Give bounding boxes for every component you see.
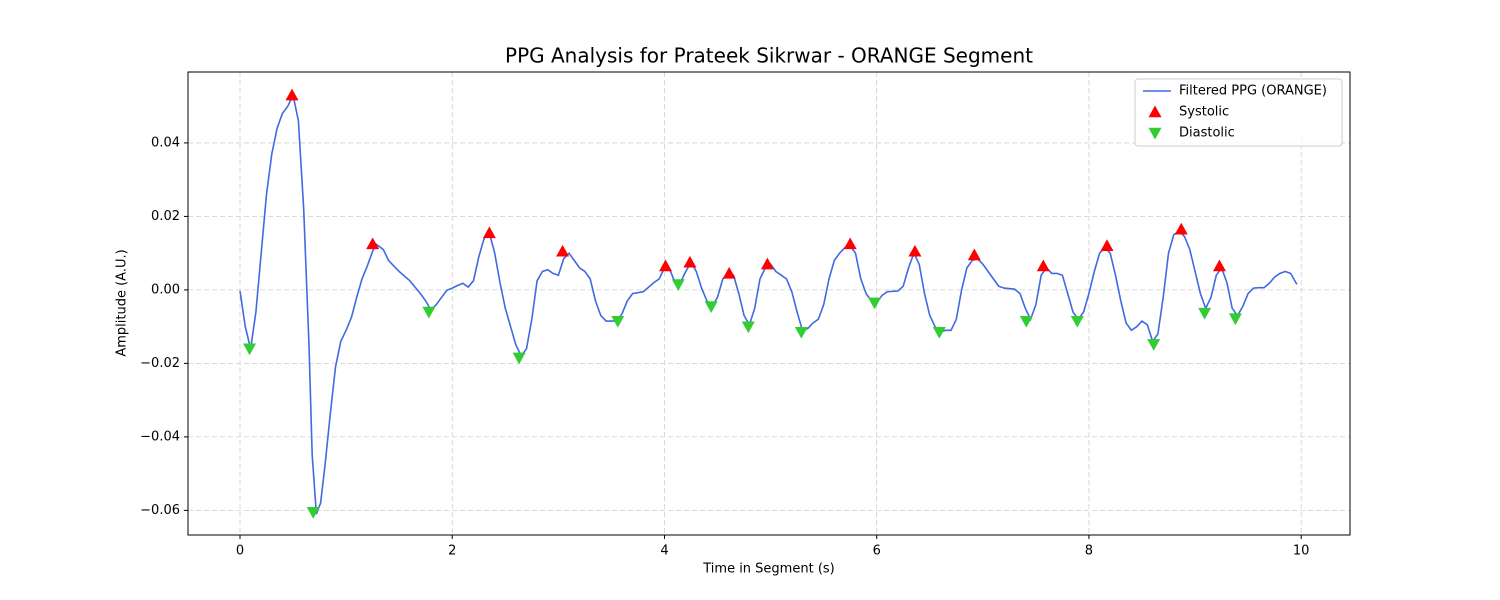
diastolic-marker: [932, 326, 946, 339]
systolic-marker: [1212, 259, 1226, 272]
systolic-marker: [366, 237, 380, 250]
legend-box: [1134, 78, 1343, 147]
plot-frame: [187, 71, 1351, 536]
systolic-marker: [843, 237, 857, 250]
legend-marker: [1148, 105, 1162, 118]
diastolic-marker: [611, 315, 625, 328]
legend-marker: [1148, 127, 1162, 140]
x-axis-label: Time in Segment (s): [702, 562, 834, 577]
legend-label: Diastolic: [1179, 126, 1235, 141]
systolic-marker: [1174, 222, 1188, 235]
systolic-marker: [482, 226, 496, 239]
systolic-marker: [683, 255, 697, 268]
systolic-marker: [1036, 259, 1050, 272]
y-tick-label: −0.06: [140, 503, 180, 518]
diastolic-marker: [741, 321, 755, 334]
diastolic-marker: [243, 343, 257, 356]
systolic-marker: [967, 248, 981, 261]
diastolic-marker: [306, 507, 320, 519]
diastolic-marker: [794, 326, 808, 339]
diastolic-marker: [1198, 307, 1212, 320]
systolic-marker: [659, 259, 673, 272]
systolic-marker: [556, 244, 570, 257]
systolic-marker: [285, 88, 299, 101]
x-tick-label: 0: [236, 544, 244, 559]
diastolic-marker: [1019, 315, 1033, 328]
diastolic-marker: [512, 352, 526, 365]
legend-label: Systolic: [1179, 105, 1229, 120]
y-tick-label: −0.02: [140, 356, 180, 371]
systolic-marker: [908, 244, 922, 257]
ppg-line: [239, 92, 1298, 515]
legend-label: Filtered PPG (ORANGE): [1179, 84, 1327, 99]
x-tick-label: 4: [660, 544, 668, 559]
x-tick-label: 2: [448, 544, 456, 559]
x-tick-label: 10: [1293, 544, 1310, 559]
chart-title: PPG Analysis for Prateek Sikrwar - ORANG…: [505, 44, 1033, 68]
systolic-marker: [722, 266, 736, 279]
diastolic-marker: [422, 306, 436, 319]
diastolic-marker: [1147, 339, 1161, 351]
y-tick-label: −0.04: [140, 429, 180, 444]
x-tick-label: 8: [1085, 544, 1093, 559]
y-tick-label: 0.00: [151, 282, 180, 297]
diastolic-marker: [671, 279, 685, 291]
y-tick-label: 0.04: [151, 135, 180, 150]
systolic-marker: [760, 257, 774, 270]
diastolic-marker: [704, 301, 718, 313]
diastolic-marker: [868, 297, 882, 310]
y-axis-label: Amplitude (A.U.): [115, 249, 130, 356]
x-tick-label: 6: [873, 544, 881, 559]
diastolic-marker: [1070, 315, 1084, 328]
diastolic-marker: [1228, 313, 1242, 326]
systolic-marker: [1100, 239, 1114, 252]
y-tick-label: 0.02: [151, 209, 180, 224]
